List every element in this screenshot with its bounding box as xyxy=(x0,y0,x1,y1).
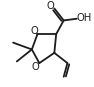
Text: O: O xyxy=(31,26,39,36)
Text: OH: OH xyxy=(77,13,92,23)
Text: O: O xyxy=(32,62,39,72)
Text: O: O xyxy=(47,1,54,11)
